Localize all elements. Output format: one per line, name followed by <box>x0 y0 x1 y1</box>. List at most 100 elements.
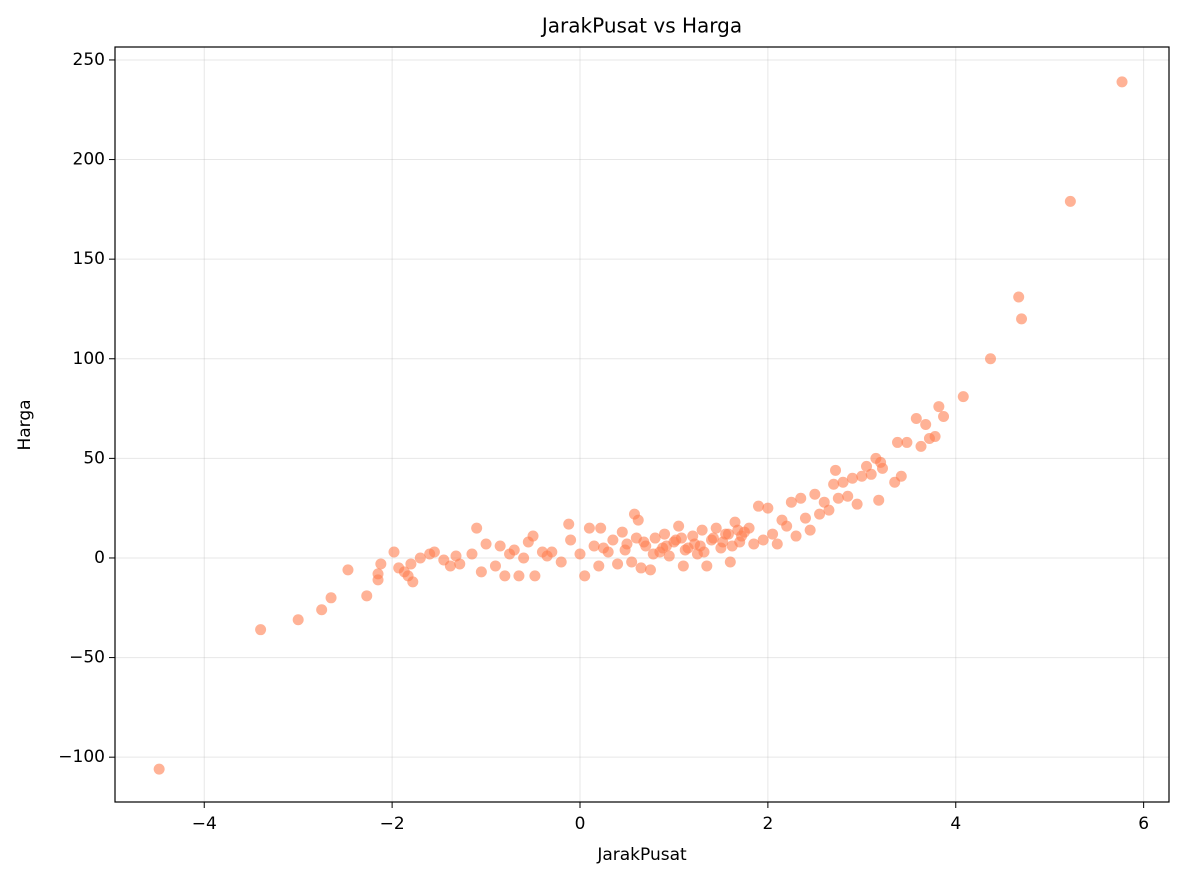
point <box>555 556 567 568</box>
point <box>743 522 755 534</box>
point <box>856 470 868 482</box>
x-tick-label: −2 <box>380 814 405 834</box>
y-tick-label: 200 <box>73 150 105 170</box>
point <box>851 498 863 510</box>
point <box>757 534 769 546</box>
point <box>153 763 165 775</box>
point <box>724 556 736 568</box>
point <box>752 500 764 512</box>
point <box>626 556 638 568</box>
point <box>1013 291 1025 303</box>
point <box>593 560 605 572</box>
chart-title: JarakPusat vs Harga <box>540 14 742 38</box>
point <box>748 538 760 550</box>
point <box>494 540 506 552</box>
point <box>804 524 816 536</box>
x-tick-label: 6 <box>1138 814 1149 834</box>
point <box>407 576 419 588</box>
point <box>595 522 607 534</box>
point <box>375 558 387 570</box>
point <box>597 542 609 554</box>
point <box>710 522 722 534</box>
point <box>795 492 807 504</box>
point <box>405 558 417 570</box>
point <box>929 430 941 442</box>
point <box>649 532 661 544</box>
point <box>673 520 685 532</box>
point <box>471 522 483 534</box>
point <box>938 411 950 423</box>
x-tick-label: 2 <box>762 814 773 834</box>
point <box>675 532 687 544</box>
point <box>579 570 591 582</box>
point <box>563 518 575 530</box>
point <box>861 460 873 472</box>
point <box>466 548 478 560</box>
point <box>790 530 802 542</box>
point <box>489 560 501 572</box>
point <box>372 568 384 580</box>
point <box>818 496 830 508</box>
point <box>647 548 659 560</box>
point <box>255 624 267 636</box>
point <box>832 492 844 504</box>
point <box>529 570 541 582</box>
point <box>635 562 647 574</box>
y-tick-label: −50 <box>69 648 105 668</box>
point <box>915 440 927 452</box>
y-tick-label: 0 <box>94 548 105 568</box>
point <box>588 540 600 552</box>
point <box>799 512 811 524</box>
point <box>701 560 713 572</box>
point <box>933 401 945 413</box>
point <box>842 490 854 502</box>
point <box>828 478 840 490</box>
point <box>736 530 748 542</box>
y-tick-label: 150 <box>73 249 105 269</box>
point <box>920 419 932 430</box>
point <box>717 536 729 548</box>
point <box>830 464 842 476</box>
point <box>659 528 671 540</box>
point <box>771 538 783 550</box>
point <box>657 542 669 554</box>
point <box>644 564 656 576</box>
point <box>696 524 708 536</box>
point <box>616 526 628 538</box>
point <box>444 560 456 572</box>
point <box>475 566 487 578</box>
point <box>892 436 904 448</box>
x-tick-label: 4 <box>950 814 961 834</box>
point <box>957 391 969 403</box>
point <box>1116 76 1128 88</box>
point <box>767 528 779 540</box>
point <box>454 558 466 570</box>
y-tick-label: 100 <box>73 349 105 369</box>
point <box>814 508 826 520</box>
x-axis-label: JarakPusat <box>596 845 687 865</box>
point <box>632 514 644 526</box>
plot-frame <box>114 46 1170 803</box>
point <box>388 546 400 558</box>
point <box>342 564 354 576</box>
point <box>361 590 373 602</box>
point <box>781 520 793 532</box>
point <box>518 552 530 564</box>
point <box>316 604 328 616</box>
point <box>679 544 691 556</box>
point <box>583 522 595 534</box>
point <box>785 496 797 508</box>
point <box>612 558 624 570</box>
point <box>762 502 774 514</box>
point <box>663 550 675 562</box>
point <box>985 353 997 365</box>
point <box>508 544 520 556</box>
point <box>1064 195 1076 207</box>
point <box>527 530 539 542</box>
point <box>901 436 913 448</box>
point <box>865 468 877 480</box>
point <box>846 472 858 484</box>
x-tick-label: 0 <box>575 814 586 834</box>
x-tick-label: −4 <box>192 814 217 834</box>
